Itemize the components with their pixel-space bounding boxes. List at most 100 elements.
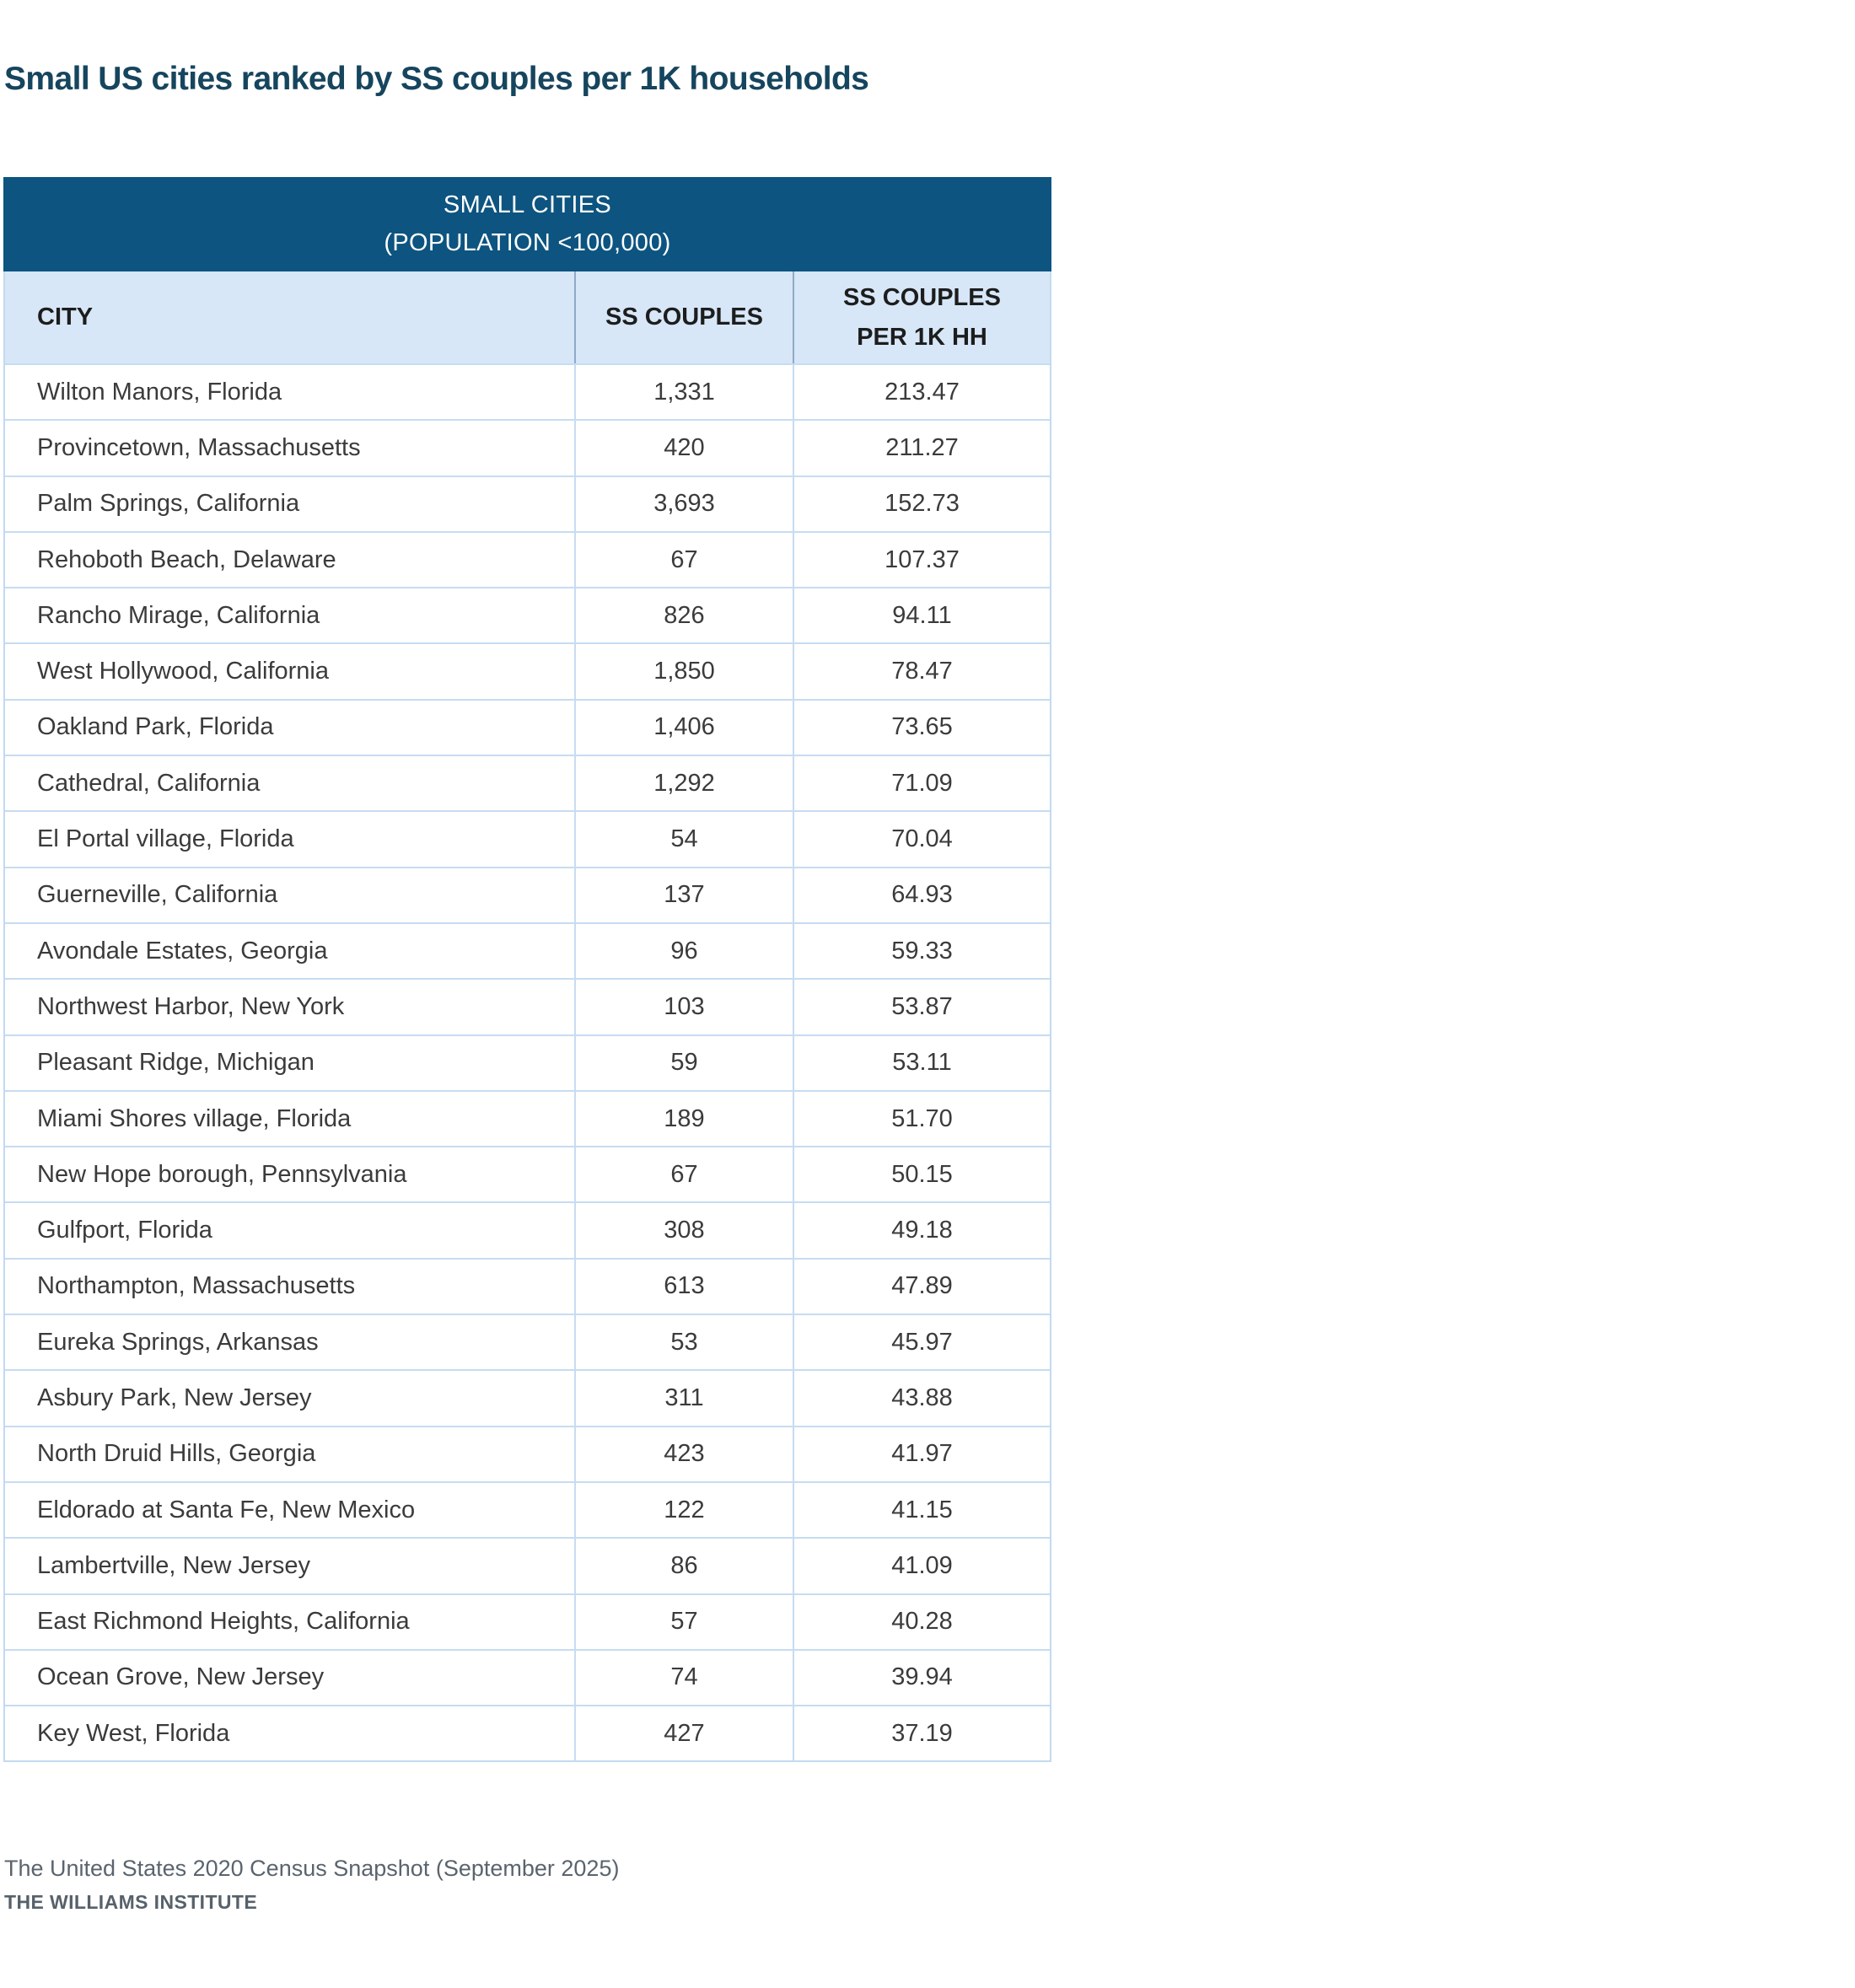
- couples-cell: 420: [574, 421, 793, 476]
- city-cell: Provincetown, Massachusetts: [37, 433, 361, 461]
- table-body: CITY SS COUPLES SS COUPLES PER 1K HH Wil…: [3, 271, 1051, 1763]
- couples-cell: 86: [574, 1539, 793, 1593]
- table-row: Palm Springs, California 3,693 152.73: [5, 475, 1050, 531]
- source-note: The United States 2020 Census Snapshot (…: [4, 1856, 620, 1881]
- couples-cell: 427: [574, 1706, 793, 1761]
- couples-cell: 53: [574, 1315, 793, 1370]
- per-1k-cell: 53.87: [793, 980, 1050, 1034]
- city-cell: Rancho Mirage, California: [37, 601, 320, 629]
- couples-cell: 96: [574, 923, 793, 979]
- city-cell: Guerneville, California: [37, 881, 278, 909]
- city-cell: Rehoboth Beach, Delaware: [37, 545, 336, 573]
- couples-cell: 67: [574, 1147, 793, 1202]
- city-cell: Avondale Estates, Georgia: [37, 937, 328, 964]
- city-cell: Northwest Harbor, New York: [37, 992, 345, 1020]
- column-header-row: CITY SS COUPLES SS COUPLES PER 1K HH: [5, 271, 1050, 363]
- table-title-line1: SMALL CITIES: [443, 191, 612, 218]
- per-1k-cell: 107.37: [793, 532, 1050, 588]
- city-cell: Gulfport, Florida: [37, 1217, 212, 1244]
- couples-cell: 189: [574, 1091, 793, 1147]
- per-1k-cell: 59.33: [793, 923, 1050, 979]
- table-row: Ocean Grove, New Jersey 74 39.94: [5, 1648, 1050, 1706]
- per-1k-cell: 73.65: [793, 700, 1050, 755]
- city-cell: Miami Shores village, Florida: [37, 1104, 352, 1132]
- couples-cell: 122: [574, 1482, 793, 1538]
- table-row: West Hollywood, California 1,850 78.47: [5, 642, 1050, 699]
- city-cell: Wilton Manors, Florida: [37, 378, 282, 406]
- couples-cell: 308: [574, 1203, 793, 1258]
- per-1k-cell: 47.89: [793, 1259, 1050, 1314]
- table-row: Wilton Manors, Florida 1,331 213.47: [5, 363, 1050, 420]
- table-row: North Druid Hills, Georgia 423 41.97: [5, 1425, 1050, 1481]
- city-cell: Eldorado at Santa Fe, New Mexico: [37, 1496, 416, 1523]
- per-1k-cell: 71.09: [793, 756, 1050, 811]
- couples-cell: 1,292: [574, 756, 793, 811]
- city-cell: Eureka Springs, Arkansas: [37, 1328, 319, 1356]
- page-title: Small US cities ranked by SS couples per…: [4, 61, 869, 97]
- per-1k-cell: 45.97: [793, 1315, 1050, 1370]
- table-title-line2: (POPULATION <100,000): [384, 229, 671, 256]
- table-row: Eureka Springs, Arkansas 53 45.97: [5, 1314, 1050, 1370]
- couples-cell: 311: [574, 1371, 793, 1426]
- per-1k-cell: 78.47: [793, 644, 1050, 699]
- table-row: Pleasant Ridge, Michigan 59 53.11: [5, 1034, 1050, 1090]
- city-cell: Pleasant Ridge, Michigan: [37, 1049, 315, 1077]
- per-1k-cell: 39.94: [793, 1650, 1050, 1706]
- table-row: Key West, Florida 427 37.19: [5, 1705, 1050, 1761]
- per-1k-cell: 70.04: [793, 812, 1050, 867]
- city-cell: Lambertville, New Jersey: [37, 1551, 310, 1579]
- city-cell: North Druid Hills, Georgia: [37, 1440, 316, 1468]
- table-row: Provincetown, Massachusetts 420 211.27: [5, 419, 1050, 476]
- table-row: Northampton, Massachusetts 613 47.89: [5, 1257, 1050, 1314]
- city-cell: Key West, Florida: [37, 1719, 230, 1747]
- per-1k-cell: 40.28: [793, 1594, 1050, 1649]
- table-row: El Portal village, Florida 54 70.04: [5, 810, 1050, 867]
- per-1k-cell: 152.73: [793, 476, 1050, 531]
- column-header-couples: SS COUPLES: [574, 271, 793, 363]
- table-row: Gulfport, Florida 308 49.18: [5, 1201, 1050, 1258]
- couples-cell: 3,693: [574, 476, 793, 531]
- table-row: Northwest Harbor, New York 103 53.87: [5, 978, 1050, 1034]
- table-row: Avondale Estates, Georgia 96 59.33: [5, 921, 1050, 979]
- city-cell: West Hollywood, California: [37, 658, 329, 685]
- column-header-per-1k-line1: SS COUPLES: [843, 283, 1001, 311]
- table-title-band: SMALL CITIES (POPULATION <100,000): [3, 177, 1051, 271]
- per-1k-cell: 41.15: [793, 1482, 1050, 1538]
- couples-cell: 57: [574, 1594, 793, 1649]
- organization-name: THE WILLIAMS INSTITUTE: [4, 1891, 258, 1913]
- city-cell: New Hope borough, Pennsylvania: [37, 1160, 407, 1188]
- couples-cell: 613: [574, 1259, 793, 1314]
- table-row: Lambertville, New Jersey 86 41.09: [5, 1537, 1050, 1593]
- column-header-per-1k-line2: PER 1K HH: [857, 323, 987, 351]
- per-1k-cell: 53.11: [793, 1035, 1050, 1090]
- table-row: Miami Shores village, Florida 189 51.70: [5, 1089, 1050, 1147]
- per-1k-cell: 43.88: [793, 1371, 1050, 1426]
- per-1k-cell: 213.47: [793, 365, 1050, 420]
- per-1k-cell: 51.70: [793, 1091, 1050, 1147]
- couples-cell: 1,331: [574, 365, 793, 420]
- per-1k-cell: 41.09: [793, 1539, 1050, 1593]
- couples-cell: 59: [574, 1035, 793, 1090]
- small-cities-table: SMALL CITIES (POPULATION <100,000) CITY …: [3, 177, 1051, 1763]
- table-row: Guerneville, California 137 64.93: [5, 866, 1050, 922]
- table-row: Eldorado at Santa Fe, New Mexico 122 41.15: [5, 1480, 1050, 1538]
- table-row: East Richmond Heights, California 57 40.28: [5, 1593, 1050, 1649]
- city-cell: East Richmond Heights, California: [37, 1608, 410, 1636]
- couples-cell: 826: [574, 588, 793, 643]
- city-cell: Palm Springs, California: [37, 490, 300, 518]
- table-row: Asbury Park, New Jersey 311 43.88: [5, 1369, 1050, 1426]
- city-cell: Cathedral, California: [37, 769, 261, 797]
- city-cell: Asbury Park, New Jersey: [37, 1384, 312, 1411]
- city-cell: Northampton, Massachusetts: [37, 1272, 356, 1300]
- per-1k-cell: 50.15: [793, 1147, 1050, 1202]
- couples-cell: 67: [574, 532, 793, 588]
- column-header-per-1k: SS COUPLES PER 1K HH: [793, 271, 1050, 363]
- couples-cell: 74: [574, 1650, 793, 1706]
- couples-cell: 423: [574, 1427, 793, 1481]
- column-header-city: CITY: [37, 304, 94, 330]
- city-cell: Ocean Grove, New Jersey: [37, 1663, 325, 1691]
- table-row: Cathedral, California 1,292 71.09: [5, 755, 1050, 811]
- couples-cell: 54: [574, 812, 793, 867]
- couples-cell: 1,406: [574, 700, 793, 755]
